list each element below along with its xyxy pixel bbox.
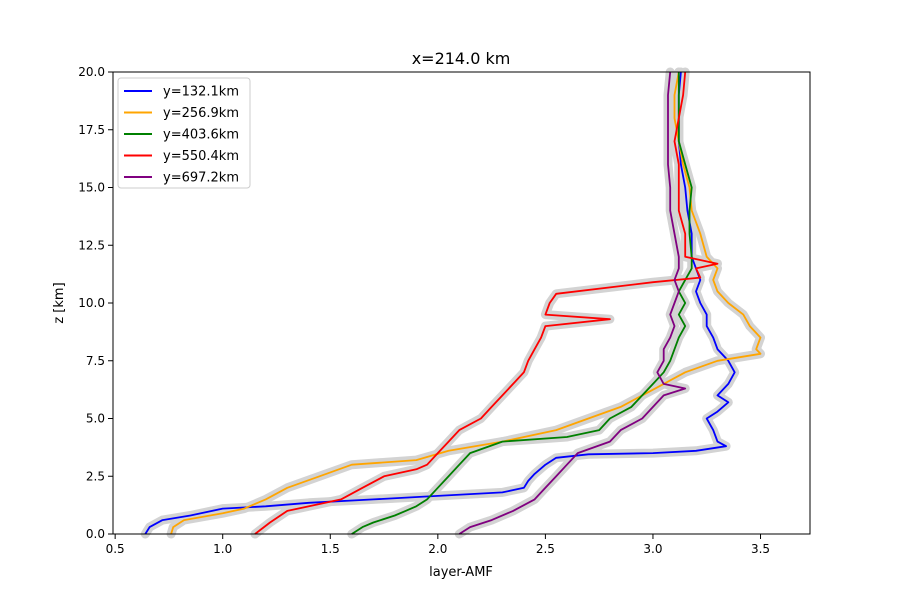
legend-label-4: y=550.4km: [163, 149, 239, 164]
legend-label-5: y=697.2km: [163, 171, 239, 186]
x-tick-label: 1.5: [321, 542, 340, 556]
series-line-5: [458, 71, 687, 535]
y-tick-label: 7.5: [86, 354, 105, 368]
y-tick-label: 12.5: [78, 238, 105, 252]
y-tick-label: 5.0: [86, 412, 105, 426]
y-tick-label: 17.5: [78, 123, 105, 137]
legend-label-1: y=132.1km: [163, 85, 239, 100]
y-axis-ticks: 0.0 2.5 5.0 7.5 10.0 12.5 15.0 17.5 20.0: [78, 65, 113, 541]
x-tick-label: 2.0: [428, 542, 447, 556]
series-line-4: [254, 71, 719, 535]
chart-title: x=214.0 km: [412, 49, 511, 68]
y-tick-label: 10.0: [78, 296, 105, 310]
x-tick-label: 3.5: [751, 542, 770, 556]
y-axis-label: z [km]: [52, 282, 67, 323]
legend: y=132.1km y=256.9km y=403.6km y=550.4km y=69…: [117, 77, 251, 189]
legend-label-3: y=403.6km: [163, 128, 239, 143]
x-tick-label: 2.5: [536, 542, 555, 556]
y-tick-label: 15.0: [78, 181, 105, 195]
x-axis-ticks: 0.5 1.0 1.5 2.0 2.5 3.0 3.5: [106, 534, 770, 556]
x-tick-label: 0.5: [106, 542, 125, 556]
x-tick-label: 3.0: [643, 542, 662, 556]
x-axis-label: layer-AMF: [429, 565, 493, 580]
y-tick-label: 0.0: [86, 527, 105, 541]
legend-label-2: y=256.9km: [163, 106, 239, 121]
y-tick-label: 2.5: [86, 469, 105, 483]
series-line-1: [144, 71, 736, 535]
y-tick-label: 20.0: [78, 65, 105, 79]
series-line-2: [170, 71, 762, 535]
legend-box: [117, 77, 251, 189]
series-line-3: [351, 72, 693, 535]
series-lines: [144, 71, 762, 535]
x-tick-label: 1.0: [213, 542, 232, 556]
